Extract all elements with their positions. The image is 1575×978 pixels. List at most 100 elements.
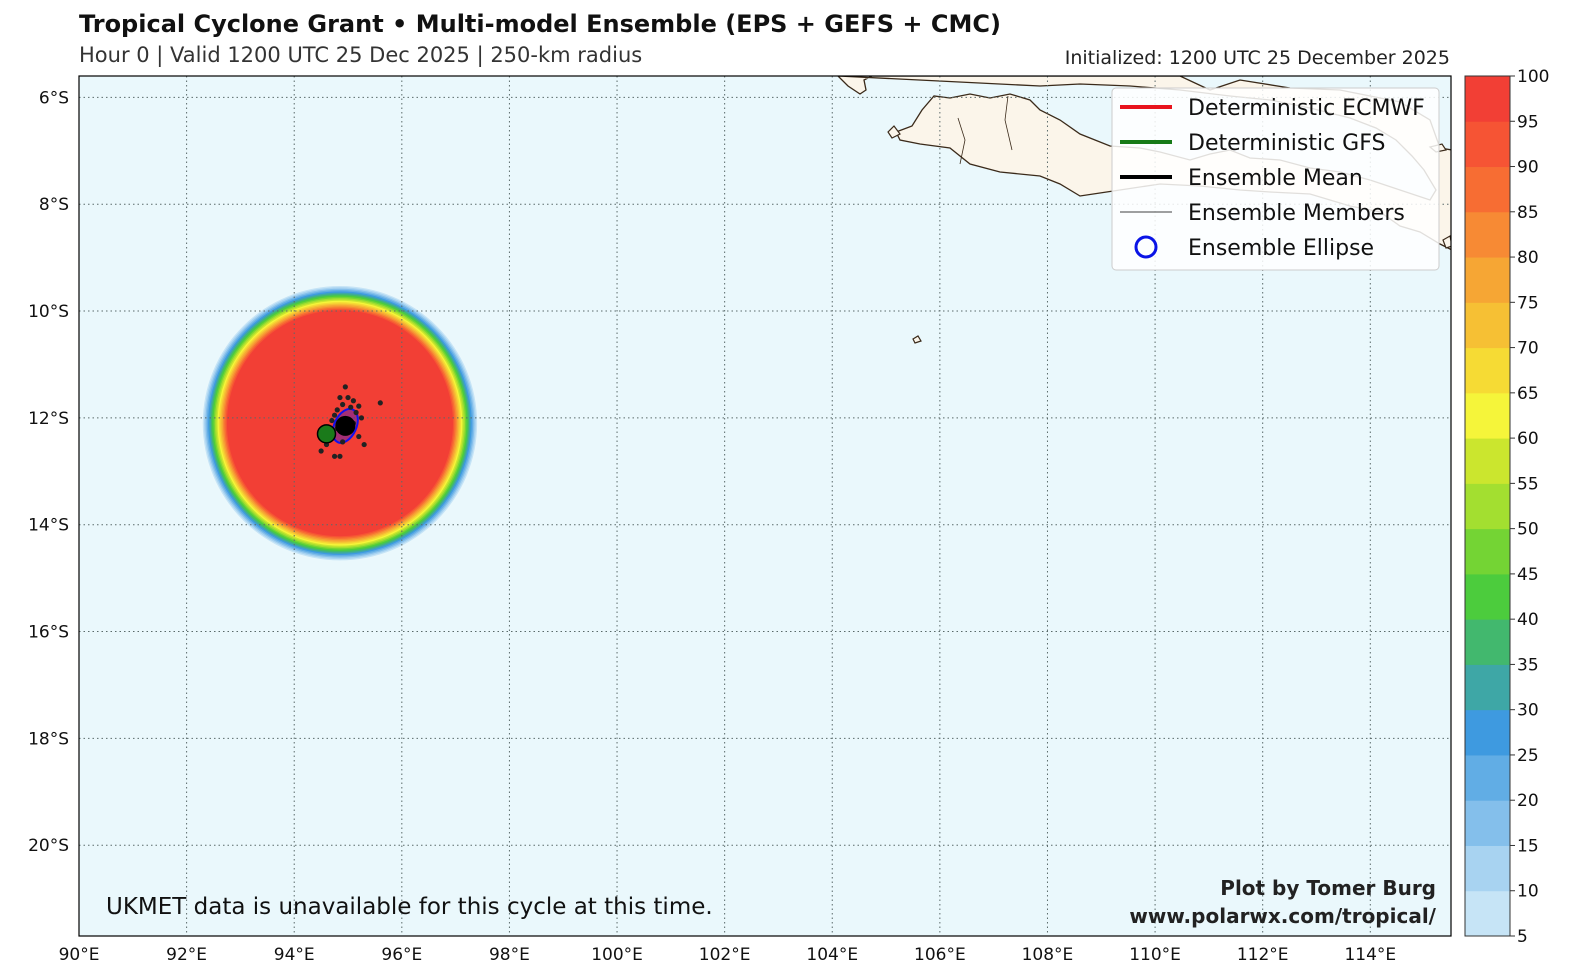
colorbar-tick-label: 100 (1517, 67, 1549, 87)
ensemble-member-point (348, 404, 354, 410)
colorbar-segment (1465, 302, 1510, 349)
lat-tick-label: 20°S (28, 836, 69, 856)
colorbar-tick-label: 5 (1517, 927, 1528, 947)
lon-tick-label: 106°E (914, 945, 966, 965)
colorbar-tick-label: 20 (1517, 791, 1539, 811)
colorbar-tick-label: 95 (1517, 112, 1539, 132)
colorbar-segment (1465, 257, 1510, 303)
colorbar-tick-label: 65 (1517, 384, 1539, 404)
ensemble-member-point (318, 448, 324, 454)
colorbar-segment (1465, 709, 1510, 756)
chart-title: Tropical Cyclone Grant • Multi-model Ens… (79, 10, 1001, 38)
colorbar-segment (1465, 528, 1510, 575)
legend-ellipse-label: Ensemble Ellipse (1188, 236, 1374, 261)
legend: Deterministic ECMWF Deterministic GFS En… (1111, 87, 1440, 271)
lon-tick-label: 100°E (591, 945, 643, 965)
ensemble-member-point (377, 400, 383, 406)
lon-tick-label: 104°E (806, 945, 858, 965)
lon-tick-label: 96°E (381, 945, 422, 965)
legend-mean-label: Ensemble Mean (1188, 166, 1363, 191)
ensemble-member-point (340, 439, 346, 445)
island-christmas (912, 335, 922, 344)
latitude-labels: 6°S 8°S 10°S 12°S 14°S 16°S 18°S 20°S (28, 88, 69, 856)
lat-tick-label: 14°S (28, 516, 69, 536)
colorbar-tick-label: 55 (1517, 474, 1539, 494)
colorbar-tick-label: 45 (1517, 565, 1539, 585)
ensemble-member-point (350, 398, 356, 404)
colorbar-labels: 100 95 90 85 80 75 70 65 60 55 50 45 40 35 30 25 20 15 10 5 (1510, 67, 1549, 947)
ensemble-member-point (356, 433, 362, 440)
colorbar-segment (1465, 121, 1510, 168)
map-frame (78, 75, 1452, 937)
colorbar-tick-label: 70 (1517, 339, 1539, 359)
lon-tick-label: 110°E (1129, 945, 1181, 965)
lat-tick-label: 6°S (39, 88, 69, 108)
colorbar-segment (1465, 76, 1510, 122)
initialized-time: Initialized: 1200 UTC 25 December 2025 (1064, 47, 1450, 69)
ensemble-member-point (329, 417, 335, 424)
colorbar-tick-label: 80 (1517, 248, 1539, 268)
longitude-labels: 90°E 92°E 94°E 96°E 98°E 100°E 102°E 104°E 106°E… (59, 945, 1397, 965)
colorbar-segment (1465, 211, 1510, 258)
colorbar-tick-label: 50 (1517, 520, 1539, 540)
island-small (887, 125, 901, 139)
legend-ecmwf-label: Deterministic ECMWF (1188, 96, 1425, 121)
ensemble-member-point (342, 384, 348, 390)
ensemble-member-point (358, 415, 365, 421)
colorbar-tick-label: 40 (1517, 610, 1539, 630)
ensemble-member-point (356, 403, 362, 409)
colorbar-tick-label: 85 (1517, 203, 1539, 223)
chart-subtitle: Hour 0 | Valid 1200 UTC 25 Dec 2025 | 25… (79, 43, 643, 67)
colorbar-segment (1465, 347, 1510, 394)
colorbar-segment (1465, 890, 1510, 937)
colorbar-segment (1465, 664, 1510, 711)
colorbar-segment (1465, 392, 1510, 439)
lon-tick-label: 98°E (489, 945, 530, 965)
colorbar-segment (1465, 438, 1510, 484)
lat-tick-label: 18°S (28, 729, 69, 749)
legend-ellipse-swatch (1134, 235, 1158, 259)
lat-tick-label: 10°S (28, 302, 69, 322)
colorbar-tick-label: 35 (1517, 655, 1539, 675)
colorbar-tick-label: 75 (1517, 293, 1539, 313)
colorbar-segment (1465, 800, 1510, 846)
colorbar-segment (1465, 483, 1510, 530)
lon-tick-label: 92°E (166, 945, 207, 965)
probability-colorbar (1465, 76, 1510, 937)
province-border (957, 95, 1013, 165)
ensemble-member-point (353, 409, 359, 416)
ensemble-member-point (331, 412, 338, 418)
credit-author: Plot by Tomer Burg (1220, 876, 1436, 900)
ensemble-member-point (337, 394, 343, 401)
colorbar-segment (1465, 166, 1510, 213)
colorbar-tick-label: 60 (1517, 429, 1539, 449)
ensemble-member-point (361, 441, 367, 448)
colorbar-segment (1465, 845, 1510, 892)
lon-tick-label: 90°E (59, 945, 100, 965)
colorbar-segment (1465, 573, 1510, 620)
colorbar-tick-label: 15 (1517, 836, 1539, 856)
credit-url: www.polarwx.com/tropical/ (1129, 904, 1436, 928)
lon-tick-label: 108°E (1022, 945, 1074, 965)
lat-tick-label: 8°S (39, 195, 69, 215)
ensemble-positions (316, 384, 383, 459)
colorbar-segment (1465, 619, 1510, 665)
lat-tick-label: 12°S (28, 409, 69, 429)
colorbar-segment (1465, 754, 1510, 801)
island-bali-tip (1442, 235, 1451, 249)
colorbar-tick-label: 25 (1517, 746, 1539, 766)
legend-gfs-label: Deterministic GFS (1188, 131, 1385, 156)
legend-box (1111, 87, 1440, 271)
lon-tick-label: 114°E (1344, 945, 1396, 965)
ensemble-member-point (337, 453, 343, 459)
colorbar-tick-label: 10 (1517, 882, 1539, 902)
lat-tick-label: 16°S (28, 623, 69, 643)
legend-members-label: Ensemble Members (1188, 201, 1405, 226)
gfs-position-marker (316, 424, 337, 444)
ensemble-member-point (345, 394, 351, 401)
lon-tick-label: 112°E (1237, 945, 1289, 965)
ensemble-mean-marker (335, 415, 356, 436)
ukmet-note: UKMET data is unavailable for this cycle… (106, 894, 713, 920)
ensemble-member-point (331, 453, 338, 459)
